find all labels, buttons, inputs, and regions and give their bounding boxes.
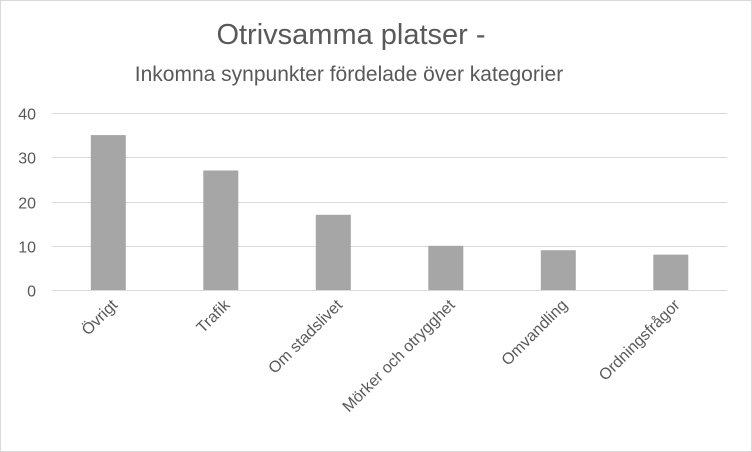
y-tick-label: 0	[27, 284, 36, 301]
x-category-label: Övrigt	[78, 296, 121, 339]
x-category-label: Om stadslivet	[266, 296, 347, 377]
bar	[653, 254, 689, 290]
y-tick-label: 20	[18, 196, 36, 213]
chart-subtitle: Inkomna synpunkter fördelade över katego…	[134, 63, 564, 86]
bars	[90, 135, 689, 291]
x-category-label: Ordningsfrågor	[595, 296, 684, 385]
chart-title: Otrivsamma platser -	[216, 19, 486, 51]
x-category-label: Trafik	[194, 296, 235, 337]
bar	[315, 214, 351, 290]
x-category-label: Omvandling	[499, 297, 571, 369]
y-tick-label: 40	[18, 107, 36, 124]
gridlines	[52, 113, 727, 291]
bar	[203, 170, 239, 290]
bar	[540, 250, 576, 290]
x-category-label: Mörker och otrygghet	[340, 296, 459, 415]
y-tick-label: 30	[18, 151, 36, 168]
bar	[428, 245, 464, 291]
y-tick-label: 10	[18, 240, 36, 257]
bar	[90, 135, 126, 290]
y-axis-tick-labels: 0 10 20 30 40	[18, 107, 36, 301]
